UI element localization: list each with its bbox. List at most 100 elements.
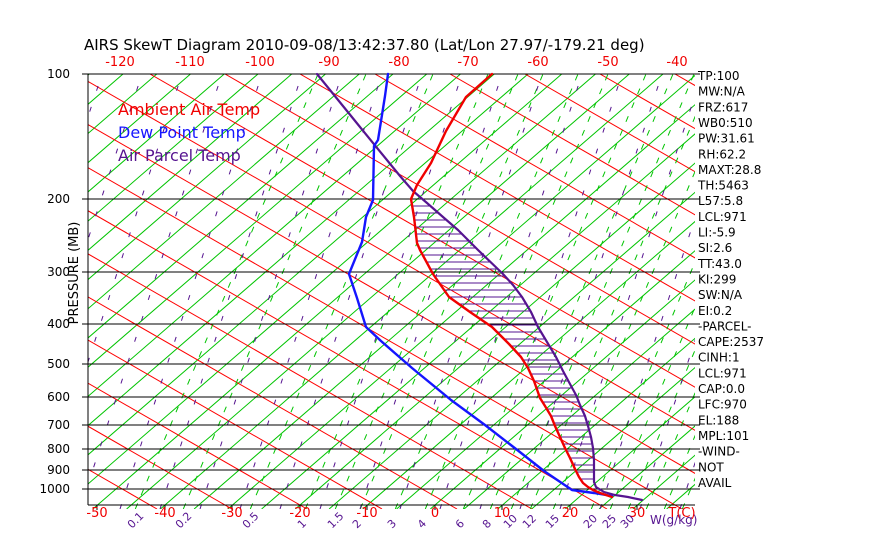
temp-tick-label-bottom: 0 — [431, 506, 439, 521]
dry-adiabat-line — [88, 425, 233, 509]
ambient-temp-curve — [409, 72, 614, 499]
temp-tick-label-top: -50 — [597, 55, 618, 70]
mixing-ratio-line — [627, 348, 695, 509]
mixing-ratio-tick-label: 0.5 — [240, 510, 262, 532]
temp-tick-label-bottom: 10 — [494, 506, 511, 521]
stat-line: WB0:510 — [698, 116, 753, 130]
isotherm-line — [531, 366, 695, 509]
temp-tick-label-bottom: 30 — [629, 506, 646, 521]
mixing-ratio-line — [359, 74, 544, 509]
temp-tick-label-top: -90 — [318, 55, 339, 70]
dry-adiabat-line — [88, 123, 695, 474]
stat-line: MW:N/A — [698, 85, 746, 99]
stat-line: -WIND- — [698, 445, 740, 459]
isotherm-line — [463, 308, 695, 509]
cape-hatch-area — [413, 205, 593, 480]
dry-adiabat-line — [88, 167, 683, 509]
dry-adiabat-line — [88, 253, 533, 509]
dry-adiabat-line — [524, 74, 695, 173]
isotherm-line — [430, 279, 695, 509]
mixing-ratio-line — [182, 74, 367, 509]
mixing-ratio-tick-label: 3 — [385, 517, 399, 531]
temp-tick-label-top: -120 — [105, 55, 135, 70]
mixing-ratio-tick-label: 25 — [600, 512, 619, 531]
stat-line: KI:299 — [698, 272, 736, 286]
pressure-tick-label: 500 — [47, 357, 70, 371]
chart-title: AIRS SkewT Diagram 2010-09-08/13:42:37.8… — [84, 36, 645, 54]
pressure-tick-label: 400 — [47, 317, 70, 331]
temp-tick-label-top: -70 — [457, 55, 478, 70]
pressure-tick-label: 100 — [47, 67, 70, 81]
isotherm-line — [295, 162, 695, 509]
dry-adiabat-line — [149, 74, 695, 388]
isotherm-line — [565, 396, 695, 509]
mixing-ratio-line — [462, 74, 647, 509]
pressure-tick-label: 1000 — [39, 482, 70, 496]
stat-line: MAXT:28.8 — [698, 163, 761, 177]
pressure-axis-label: PRESSURE (MB) — [67, 222, 82, 325]
mixing-ratio-line — [590, 260, 695, 509]
isotherm-line — [88, 74, 225, 193]
stat-line: CAP:0.0 — [698, 382, 745, 396]
mixing-ratio-tick-label: 0.1 — [125, 510, 147, 532]
moist-adiabat-line — [319, 74, 463, 509]
temp-tick-label-bottom: -50 — [86, 506, 107, 521]
stat-line: CINH:1 — [698, 351, 740, 365]
moist-adiabat-line — [359, 74, 503, 509]
pressure-gridlines — [82, 73, 700, 510]
mixing-ratio-line — [489, 74, 674, 509]
mixing-ratio-tick-label: 8 — [480, 517, 494, 531]
isotherm-line — [88, 74, 563, 485]
isotherm-line — [598, 425, 695, 509]
stat-line: AVAIL — [698, 476, 732, 490]
temp-tick-label-top: -40 — [666, 55, 687, 70]
temp-tick-label-top: -60 — [527, 55, 548, 70]
isotherm-line — [160, 74, 664, 509]
isotherm-line — [88, 74, 293, 251]
stat-line: TH:5463 — [697, 179, 749, 193]
isotherm-line — [88, 74, 259, 222]
stat-line: TP:100 — [697, 69, 740, 83]
isotherm-line — [227, 104, 695, 509]
mixing-ratio-line — [510, 74, 695, 509]
pressure-tick-label: 300 — [47, 265, 70, 279]
pressure-tick-label: 600 — [47, 390, 70, 404]
pressure-tick-label: 200 — [47, 192, 70, 206]
isotherm-line — [88, 74, 191, 164]
stat-line: SI:2.6 — [698, 241, 732, 255]
temp-tick-label-bottom: -30 — [221, 506, 242, 521]
temp-tick-label-top: -100 — [245, 55, 275, 70]
mixing-ratio-tick-label: 6 — [453, 517, 467, 531]
dry-adiabat-line — [88, 80, 695, 431]
stat-line: MPL:101 — [698, 429, 749, 443]
mixing-ratio-tick-label: 0.2 — [173, 510, 195, 532]
pressure-tick-label: 700 — [47, 418, 70, 432]
isotherm-line — [362, 220, 695, 509]
stat-line: LCL:971 — [698, 366, 747, 380]
mixing-ratio-line — [609, 306, 695, 509]
dry-adiabat-line — [374, 74, 695, 259]
isotherm-line — [88, 74, 326, 281]
stat-line: TT:43.0 — [697, 257, 742, 271]
mixing-ratio-line — [249, 74, 434, 509]
stat-line: CAPE:2537 — [698, 335, 764, 349]
mixing-ratio-tick-label: 1.5 — [325, 510, 347, 532]
dry-adiabat-line — [449, 74, 695, 216]
isotherm-line — [88, 74, 495, 427]
mixing-ratio-tick-label: 12 — [520, 512, 539, 531]
stat-line: EI:0.2 — [698, 304, 732, 318]
legend-parcel-label: Air Parcel Temp — [118, 146, 241, 165]
isotherm-line — [88, 74, 428, 368]
legend-dewpoint-label: Dew Point Temp — [118, 123, 246, 142]
background-reference-lines — [88, 74, 695, 509]
mixing-ratio-tick-label: 20 — [581, 512, 600, 531]
mixing-ratio-tick-label: 4 — [415, 517, 429, 531]
temp-unit-label: T(C) — [667, 506, 695, 521]
dew-point-curve — [347, 72, 614, 498]
temp-tick-label-top: -110 — [175, 55, 205, 70]
sounding-curves — [315, 72, 644, 502]
temp-tick-label-bottom: -10 — [356, 506, 377, 521]
